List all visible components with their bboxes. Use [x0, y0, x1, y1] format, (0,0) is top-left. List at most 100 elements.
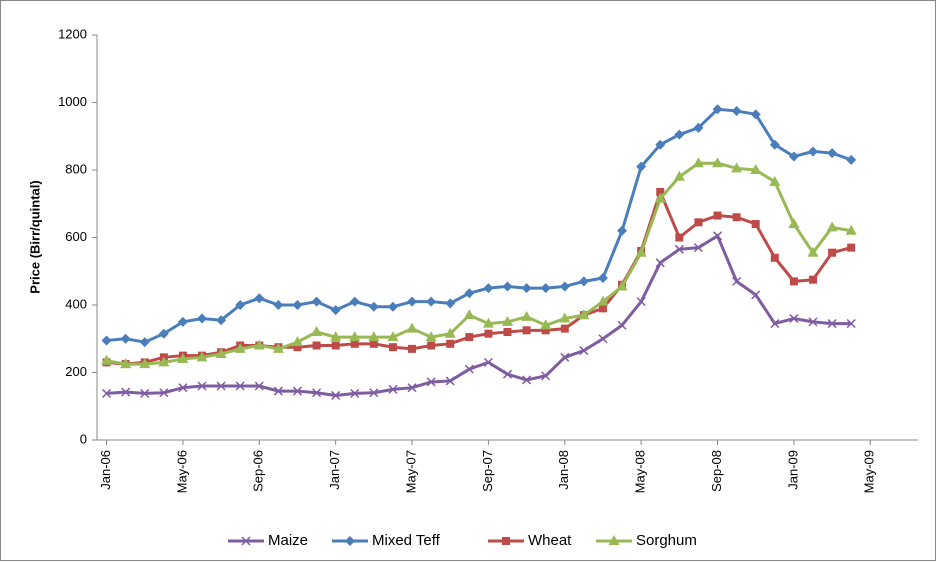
point [216, 315, 227, 326]
point [330, 305, 341, 316]
point [101, 354, 113, 365]
point [484, 329, 493, 338]
point [120, 358, 132, 369]
point [559, 312, 571, 323]
point [712, 157, 724, 168]
point [693, 122, 704, 133]
point [102, 388, 112, 398]
point [655, 139, 666, 150]
point [292, 386, 303, 396]
point [406, 322, 418, 333]
point [158, 356, 170, 367]
point [388, 384, 398, 394]
x-tick-label: May-06 [174, 450, 189, 493]
point [654, 192, 666, 203]
series-line [106, 161, 852, 366]
point [292, 300, 303, 310]
point [502, 369, 513, 379]
point [579, 346, 589, 356]
point [808, 317, 818, 327]
point [444, 327, 456, 338]
point [693, 243, 703, 253]
point [464, 364, 474, 374]
point [120, 333, 131, 344]
point [407, 383, 417, 393]
point [254, 381, 264, 391]
point [559, 281, 570, 292]
point [674, 244, 684, 254]
point [827, 148, 838, 159]
series-line [106, 233, 852, 397]
point [597, 295, 609, 306]
point [847, 243, 856, 252]
y-tick-label: 800 [65, 161, 87, 176]
point [121, 387, 131, 397]
point [769, 175, 781, 186]
point [235, 381, 245, 391]
point [694, 218, 703, 227]
point [828, 248, 837, 257]
point [713, 211, 722, 220]
point [465, 333, 474, 342]
point [426, 377, 436, 387]
y-tick-label: 600 [65, 229, 87, 244]
point [312, 388, 322, 398]
point [636, 297, 646, 307]
point [770, 253, 779, 262]
point [331, 390, 341, 400]
point [578, 309, 590, 320]
point [350, 339, 359, 348]
point [425, 331, 437, 342]
x-tick-label: Sep-07 [480, 450, 495, 492]
point [789, 277, 798, 286]
point [617, 225, 628, 236]
x-tick-label: Sep-06 [251, 450, 266, 492]
point [101, 335, 112, 346]
point [330, 331, 342, 342]
point [445, 376, 455, 386]
y-tick-label: 0 [80, 431, 87, 446]
legend-marker [608, 535, 620, 545]
point [521, 283, 532, 294]
point [311, 326, 323, 336]
point [522, 375, 532, 385]
point [158, 328, 169, 339]
point [291, 336, 303, 347]
point [731, 105, 742, 116]
point [788, 218, 800, 228]
point [502, 281, 513, 292]
point [387, 301, 398, 312]
point [369, 388, 379, 398]
point [598, 304, 607, 313]
point [732, 213, 741, 222]
point [692, 157, 704, 168]
point [712, 231, 723, 241]
point [808, 275, 817, 284]
point [388, 343, 397, 352]
x-tick-label: May-08 [633, 450, 648, 493]
point [541, 371, 551, 381]
series-line [106, 187, 852, 366]
point [369, 339, 378, 348]
point [464, 288, 475, 299]
point [368, 301, 379, 312]
point [770, 319, 780, 329]
point [732, 276, 742, 286]
legend-marker [241, 536, 251, 546]
x-tick-label: May-09 [862, 450, 877, 493]
point [636, 161, 647, 172]
point [750, 164, 762, 174]
y-tick-label: 200 [65, 364, 87, 379]
point [617, 320, 627, 330]
point [656, 187, 665, 196]
point [387, 331, 399, 342]
point [522, 326, 531, 335]
point [273, 386, 283, 396]
point [196, 351, 208, 362]
point [234, 342, 246, 353]
x-tick-label: Sep-08 [709, 450, 724, 492]
point [177, 316, 188, 327]
point [216, 381, 226, 391]
legend-label: Sorghum [636, 532, 697, 549]
